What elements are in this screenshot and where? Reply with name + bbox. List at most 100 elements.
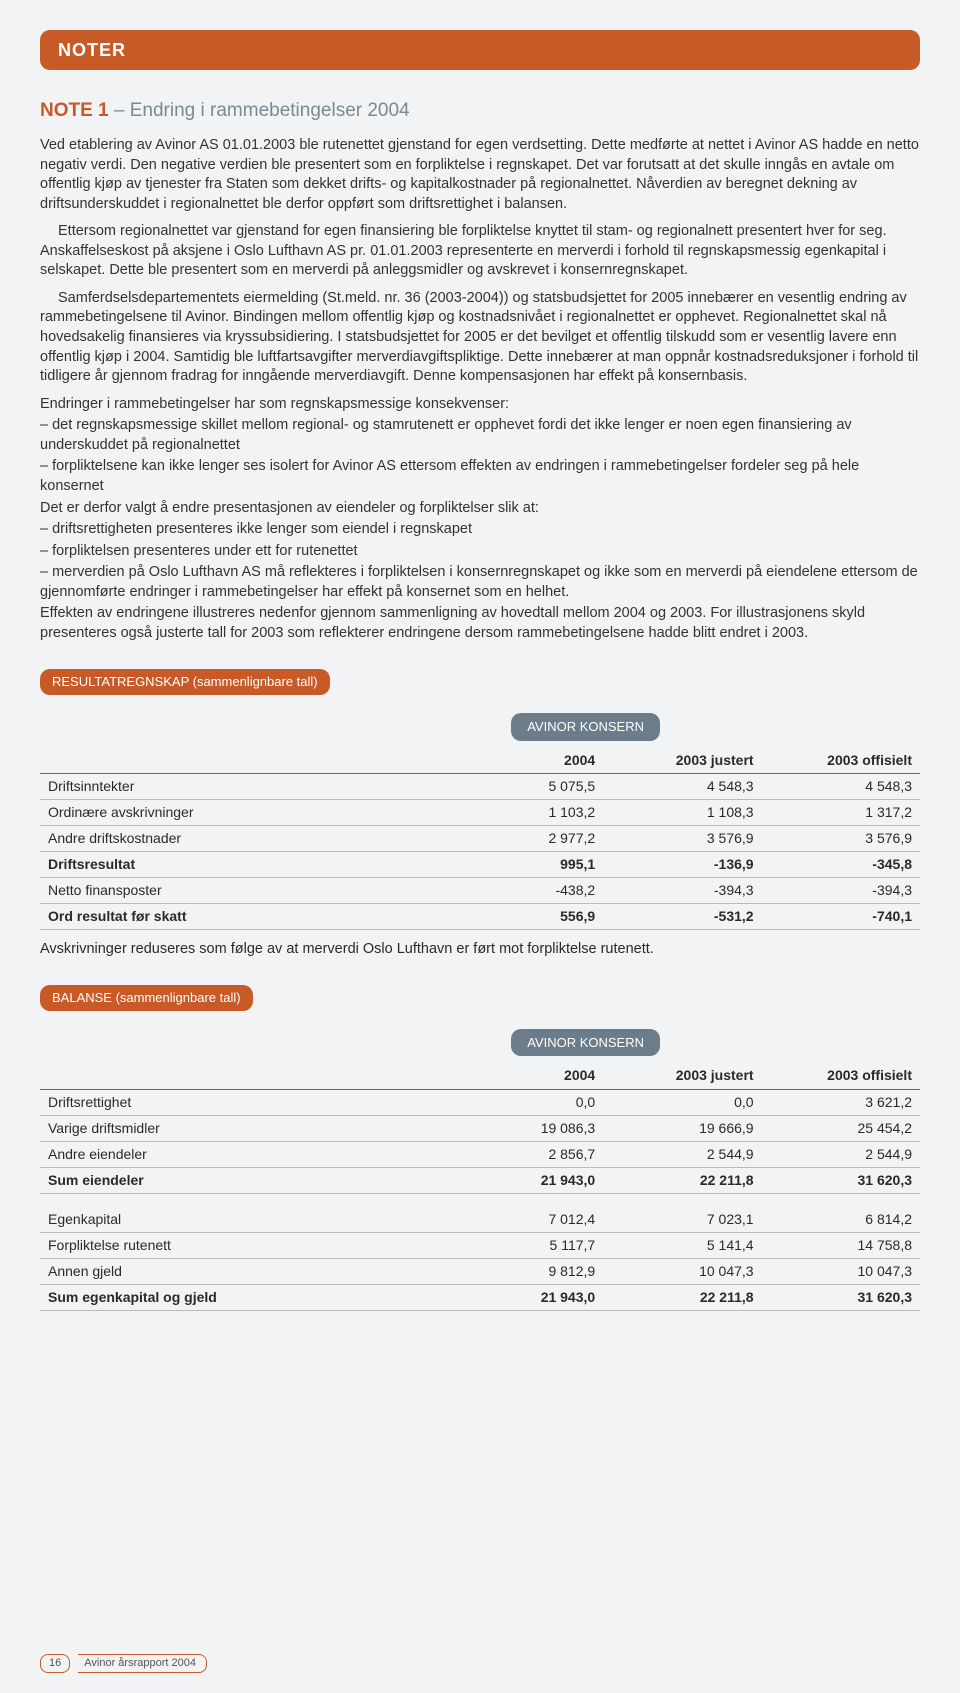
cell-value: 21 943,0 xyxy=(445,1285,603,1311)
cell-value: 4 548,3 xyxy=(762,774,920,800)
row-label: Forpliktelse rutenett xyxy=(40,1233,445,1259)
paragraph: Endringer i rammebetingelser har som reg… xyxy=(40,395,920,415)
cell-value: 22 211,8 xyxy=(603,1285,761,1311)
list-item: – det regnskapsmessige skillet mellom re… xyxy=(40,416,920,455)
row-label: Andre driftskostnader xyxy=(40,826,445,852)
table-header-row: 2004 2003 justert 2003 offisielt xyxy=(40,747,920,774)
page-number: 16 xyxy=(40,1654,70,1673)
table-row: Forpliktelse rutenett5 117,75 141,414 75… xyxy=(40,1233,920,1259)
section-label-balanse: BALANSE (sammenlignbare tall) xyxy=(40,985,253,1011)
section-label-resultat: RESULTATREGNSKAP (sammenlignbare tall) xyxy=(40,669,330,695)
cell-value: 5 075,5 xyxy=(445,774,603,800)
table-row: Ord resultat før skatt556,9-531,2-740,1 xyxy=(40,903,920,929)
cell-value: -531,2 xyxy=(603,903,761,929)
paragraph: Effekten av endringene illustreres neden… xyxy=(40,604,920,643)
row-label: Driftsrettighet xyxy=(40,1090,445,1116)
cell-value: 5 141,4 xyxy=(603,1233,761,1259)
paragraph: Ved etablering av Avinor AS 01.01.2003 b… xyxy=(40,136,920,214)
list-item: – forpliktelsene kan ikke lenger ses iso… xyxy=(40,457,920,496)
col-header: 2004 xyxy=(445,1062,603,1089)
table-row: Netto finansposter-438,2-394,3-394,3 xyxy=(40,877,920,903)
table-balanse: 2004 2003 justert 2003 offisielt Driftsr… xyxy=(40,1062,920,1311)
table-row: Driftsresultat995,1-136,9-345,8 xyxy=(40,852,920,878)
table-row: Driftsinntekter5 075,54 548,34 548,3 xyxy=(40,774,920,800)
cell-value: 1 317,2 xyxy=(762,800,920,826)
table-header-row: 2004 2003 justert 2003 offisielt xyxy=(40,1062,920,1089)
row-label: Varige driftsmidler xyxy=(40,1116,445,1142)
table-row: Driftsrettighet0,00,03 621,2 xyxy=(40,1090,920,1116)
cell-value: 4 548,3 xyxy=(603,774,761,800)
cell-value: 5 117,7 xyxy=(445,1233,603,1259)
note-subtitle: – Endring i rammebetingelser 2004 xyxy=(109,100,410,121)
cell-value: 10 047,3 xyxy=(603,1259,761,1285)
cell-value: 1 103,2 xyxy=(445,800,603,826)
note-body: Ved etablering av Avinor AS 01.01.2003 b… xyxy=(40,136,920,644)
cell-value: 25 454,2 xyxy=(762,1116,920,1142)
cell-value: 21 943,0 xyxy=(445,1167,603,1193)
konsern-label: AVINOR KONSERN xyxy=(511,1029,660,1057)
list-item: – merverdien på Oslo Lufthavn AS må refl… xyxy=(40,563,920,602)
cell-value: 2 544,9 xyxy=(762,1142,920,1168)
konsern-label: AVINOR KONSERN xyxy=(511,713,660,741)
table-row: Ordinære avskrivninger1 103,21 108,31 31… xyxy=(40,800,920,826)
cell-value: 31 620,3 xyxy=(762,1285,920,1311)
paragraph: Ettersom regionalnettet var gjenstand fo… xyxy=(40,222,920,281)
row-label: Andre eiendeler xyxy=(40,1142,445,1168)
col-header: 2003 justert xyxy=(603,1062,761,1089)
cell-value: -740,1 xyxy=(762,903,920,929)
table-row: Egenkapital7 012,47 023,16 814,2 xyxy=(40,1207,920,1232)
cell-value: 6 814,2 xyxy=(762,1207,920,1232)
list-item: – forpliktelsen presenteres under ett fo… xyxy=(40,542,920,562)
table-row: Andre driftskostnader2 977,23 576,93 576… xyxy=(40,826,920,852)
cell-value: 31 620,3 xyxy=(762,1167,920,1193)
row-label: Egenkapital xyxy=(40,1207,445,1232)
col-header xyxy=(40,1062,445,1089)
cell-value: 995,1 xyxy=(445,852,603,878)
list-item: – driftsrettigheten presenteres ikke len… xyxy=(40,520,920,540)
document-page: NOTER NOTE 1 – Endring i rammebetingelse… xyxy=(0,0,960,1331)
footer-label: Avinor årsrapport 2004 xyxy=(78,1654,207,1673)
table-row: Annen gjeld9 812,910 047,310 047,3 xyxy=(40,1259,920,1285)
cell-value: -136,9 xyxy=(603,852,761,878)
cell-value: -438,2 xyxy=(445,877,603,903)
cell-value: 14 758,8 xyxy=(762,1233,920,1259)
cell-value: 7 023,1 xyxy=(603,1207,761,1232)
cell-value: 19 086,3 xyxy=(445,1116,603,1142)
col-header: 2003 justert xyxy=(603,747,761,774)
cell-value: 22 211,8 xyxy=(603,1167,761,1193)
cell-value: 0,0 xyxy=(445,1090,603,1116)
table-row: Andre eiendeler2 856,72 544,92 544,9 xyxy=(40,1142,920,1168)
cell-value: 3 576,9 xyxy=(762,826,920,852)
cell-value: -394,3 xyxy=(603,877,761,903)
table-gap-row xyxy=(40,1193,920,1207)
cell-value: 9 812,9 xyxy=(445,1259,603,1285)
row-label: Driftsinntekter xyxy=(40,774,445,800)
page-footer: 16 Avinor årsrapport 2004 xyxy=(40,1654,207,1673)
cell-value: 1 108,3 xyxy=(603,800,761,826)
row-label: Ord resultat før skatt xyxy=(40,903,445,929)
table-resultat: 2004 2003 justert 2003 offisielt Driftsi… xyxy=(40,747,920,930)
cell-value: -345,8 xyxy=(762,852,920,878)
paragraph: Det er derfor valgt å endre presentasjon… xyxy=(40,499,920,519)
cell-value: 3 576,9 xyxy=(603,826,761,852)
cell-value: 0,0 xyxy=(603,1090,761,1116)
note-title: NOTE 1 – Endring i rammebetingelser 2004 xyxy=(40,98,920,124)
cell-value: 10 047,3 xyxy=(762,1259,920,1285)
row-label: Sum egenkapital og gjeld xyxy=(40,1285,445,1311)
col-header: 2004 xyxy=(445,747,603,774)
table-row: Sum eiendeler21 943,022 211,831 620,3 xyxy=(40,1167,920,1193)
row-label: Annen gjeld xyxy=(40,1259,445,1285)
cell-value: 3 621,2 xyxy=(762,1090,920,1116)
table-note: Avskrivninger reduseres som følge av at … xyxy=(40,940,920,960)
row-label: Ordinære avskrivninger xyxy=(40,800,445,826)
row-label: Driftsresultat xyxy=(40,852,445,878)
col-header: 2003 offisielt xyxy=(762,747,920,774)
table-row: Varige driftsmidler19 086,319 666,925 45… xyxy=(40,1116,920,1142)
note-number: NOTE 1 xyxy=(40,100,109,121)
cell-value: 2 856,7 xyxy=(445,1142,603,1168)
cell-value: 2 544,9 xyxy=(603,1142,761,1168)
col-header: 2003 offisielt xyxy=(762,1062,920,1089)
paragraph: Samferdselsdepartementets eiermelding (S… xyxy=(40,289,920,387)
cell-value: -394,3 xyxy=(762,877,920,903)
cell-value: 7 012,4 xyxy=(445,1207,603,1232)
